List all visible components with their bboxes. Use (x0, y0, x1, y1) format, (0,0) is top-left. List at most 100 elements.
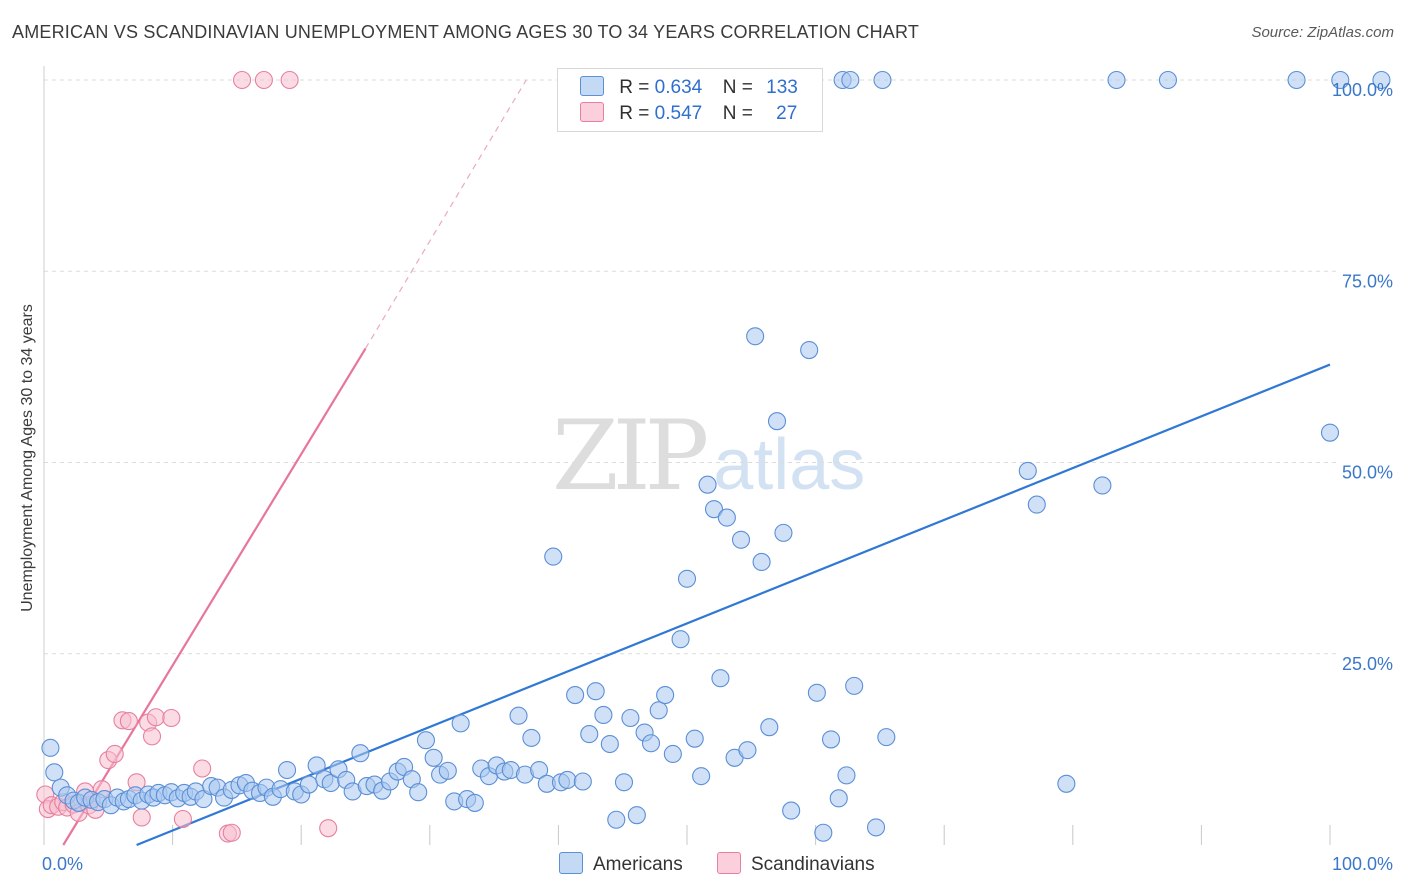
point-scandinavians (146, 708, 165, 727)
point-americans (544, 547, 563, 566)
point-americans (627, 806, 646, 825)
point-americans (1057, 774, 1076, 793)
watermark-zip: ZIP (552, 400, 709, 512)
point-americans (698, 475, 717, 494)
point-americans (663, 744, 682, 764)
point-americans (866, 818, 886, 837)
point-americans (1107, 70, 1126, 90)
point-americans (1331, 70, 1350, 90)
point-americans (278, 760, 297, 780)
chart-title: AMERICAN VS SCANDINAVIAN UNEMPLOYMENT AM… (12, 22, 920, 42)
point-americans (465, 793, 484, 812)
legend: R = 0.634 N = 133 R = 0.547 N = 27 (557, 68, 823, 132)
point-scandinavians (162, 708, 181, 728)
legend-row-scandinavians: R = 0.547 N = 27 (580, 102, 797, 126)
point-americans (1372, 70, 1391, 90)
point-americans (677, 569, 697, 588)
bottom-legend-swatch-scandinavians (717, 852, 741, 874)
point-scandinavians (193, 759, 212, 778)
point-americans (807, 683, 826, 702)
point-americans (821, 730, 841, 749)
point-scandinavians (119, 712, 138, 731)
point-americans (530, 760, 549, 780)
legend-n-label: N = (722, 103, 753, 124)
x-tick-label: 100.0% (1332, 854, 1393, 874)
point-americans (800, 340, 819, 360)
point-americans (416, 731, 435, 750)
point-americans (41, 738, 60, 757)
point-americans (767, 412, 787, 431)
point-scandinavians (254, 70, 273, 90)
point-americans (760, 718, 779, 737)
legend-r-value: 0.547 (654, 103, 703, 124)
point-americans (1027, 495, 1046, 514)
point-americans (438, 761, 457, 780)
point-americans (1093, 476, 1112, 495)
point-americans (685, 729, 704, 748)
point-americans (717, 508, 736, 527)
point-americans (586, 682, 605, 701)
point-americans (594, 705, 613, 725)
point-americans (641, 734, 661, 753)
grid-lines (44, 79, 1340, 655)
point-americans (600, 734, 619, 754)
point-americans (873, 70, 892, 90)
point-americans (829, 789, 848, 808)
legend-r-label: R = (619, 77, 650, 98)
legend-row-americans: R = 0.634 N = 133 (580, 76, 798, 100)
point-americans (774, 523, 793, 542)
point-americans (656, 686, 675, 705)
point-americans (752, 552, 771, 572)
legend-r-value: 0.634 (654, 77, 703, 98)
point-americans (692, 767, 711, 786)
legend-r-label: R = (619, 103, 650, 124)
axes (43, 66, 1331, 845)
point-americans (607, 810, 626, 829)
legend-swatch-americans (580, 76, 604, 96)
point-americans (1320, 423, 1340, 442)
point-scandinavians (132, 808, 151, 827)
bottom-legend-label-americans: Americans (593, 854, 683, 875)
point-americans (841, 70, 860, 90)
point-americans (409, 783, 428, 802)
point-scandinavians (173, 809, 192, 829)
point-americans (558, 770, 577, 790)
point-americans (711, 669, 730, 688)
regression-extension-scandinavians (364, 79, 527, 349)
x-tick-label: 0.0% (42, 854, 83, 874)
y-tick-label: 25.0% (1342, 654, 1393, 674)
point-scandinavians (280, 70, 299, 90)
legend-n-label: N = (722, 77, 753, 98)
point-americans (351, 744, 370, 763)
point-americans (782, 801, 801, 820)
point-scandinavians (232, 70, 252, 90)
data-points (36, 70, 1391, 843)
point-americans (671, 630, 690, 649)
legend-swatch-scandinavians (580, 102, 604, 122)
point-scandinavians (105, 744, 124, 764)
point-americans (580, 725, 599, 744)
point-americans (1287, 70, 1306, 90)
bottom-legend-label-scandinavians: Scandinavians (751, 854, 875, 875)
bottom-legend-americans: Americans (559, 852, 683, 876)
point-americans (522, 728, 541, 747)
point-americans (837, 766, 856, 785)
point-americans (731, 530, 751, 549)
point-americans (45, 763, 64, 782)
point-americans (877, 728, 896, 747)
point-americans (704, 500, 724, 519)
point-scandinavians (319, 819, 338, 838)
bottom-legend-swatch-americans (559, 852, 583, 874)
point-americans (814, 823, 833, 842)
point-americans (738, 741, 757, 760)
point-americans (845, 676, 864, 695)
point-americans (1158, 70, 1178, 90)
bottom-legend-scandinavians: Scandinavians (717, 852, 875, 876)
y-tick-label: 75.0% (1342, 271, 1393, 291)
point-americans (299, 775, 318, 794)
point-americans (1018, 461, 1037, 480)
point-americans (746, 327, 765, 346)
point-americans (614, 773, 634, 792)
point-americans (573, 772, 592, 791)
